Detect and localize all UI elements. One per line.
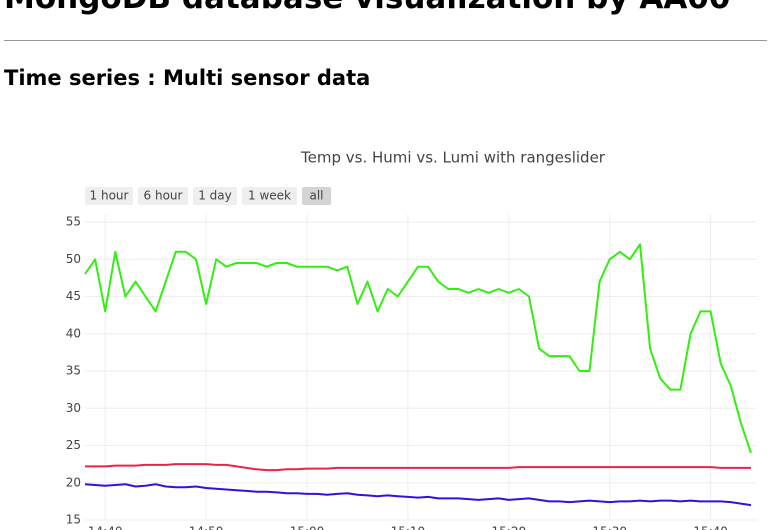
y-tick-label: 35	[66, 364, 81, 378]
x-tick-label: 15:20	[492, 525, 527, 530]
x-tick-label: 15:00	[290, 525, 325, 530]
series-line	[84, 483, 752, 507]
x-tick-label: 15:10	[391, 525, 426, 530]
range-button-label[interactable]: 1 hour	[90, 189, 129, 203]
range-button-label[interactable]: 1 week	[248, 189, 291, 203]
range-button[interactable]	[138, 187, 188, 205]
y-tick-label: 45	[66, 289, 81, 303]
section-title: Time series : Multi sensor data	[4, 66, 371, 90]
x-tick-label: 14:40	[88, 525, 123, 530]
range-button-label[interactable]: all	[309, 189, 323, 203]
range-button[interactable]	[193, 187, 237, 205]
chart-title: Temp vs. Humi vs. Lumi with rangeslider	[300, 149, 606, 167]
page-title: MongoDB database visualization by AA00	[4, 0, 731, 16]
y-tick-label: 25	[66, 438, 81, 452]
y-tick-label: 40	[66, 326, 81, 340]
y-tick-label: 55	[66, 215, 81, 229]
divider	[4, 40, 767, 41]
x-tick-label: 15:30	[592, 525, 627, 530]
y-tick-label: 20	[66, 475, 81, 489]
y-tick-label: 50	[66, 252, 81, 266]
y-tick-label: 15	[66, 513, 81, 527]
series-line	[85, 463, 751, 472]
x-tick-label: 14:50	[189, 525, 224, 530]
x-tick-label: 15:40	[693, 525, 728, 530]
range-button-label[interactable]: 6 hour	[144, 189, 183, 203]
y-tick-label: 30	[66, 401, 81, 415]
range-button-label[interactable]: 1 day	[198, 189, 232, 203]
range-button[interactable]	[242, 187, 297, 205]
series-line	[84, 243, 752, 454]
range-button[interactable]	[302, 187, 331, 205]
range-button[interactable]	[85, 187, 133, 205]
